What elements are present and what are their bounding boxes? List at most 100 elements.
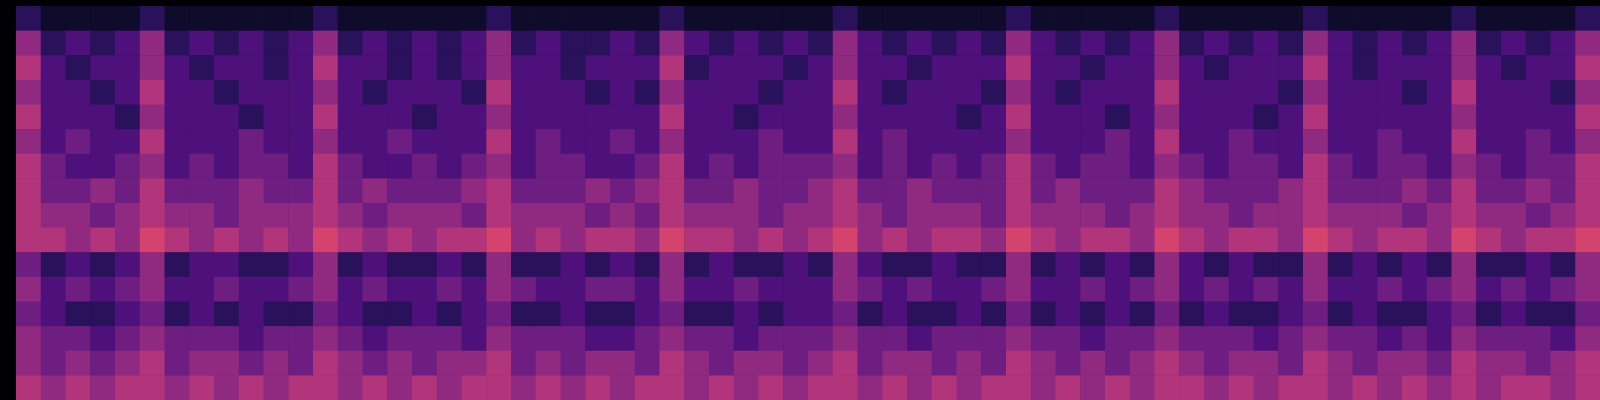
heatmap-cell <box>41 277 66 302</box>
heatmap-cell <box>16 252 41 277</box>
heatmap-cell <box>734 351 759 376</box>
heatmap-cell <box>1105 252 1130 277</box>
heatmap-cell <box>783 252 808 277</box>
heatmap-cell <box>783 129 808 154</box>
heatmap-cell <box>363 178 388 203</box>
heatmap-cell <box>115 302 140 327</box>
heatmap-cell <box>115 80 140 105</box>
heatmap-cell <box>1476 105 1501 130</box>
heatmap-cell <box>1056 228 1081 253</box>
heatmap-cell <box>858 80 883 105</box>
heatmap-cell <box>1229 252 1254 277</box>
heatmap-cell <box>140 326 165 351</box>
heatmap-cell <box>734 203 759 228</box>
heatmap-cell <box>684 178 709 203</box>
heatmap-cell <box>1476 326 1501 351</box>
heatmap-cell <box>1402 203 1427 228</box>
heatmap-cell <box>981 31 1006 56</box>
heatmap-cell <box>462 178 487 203</box>
heatmap-cell <box>90 129 115 154</box>
heatmap-cell <box>1328 375 1353 400</box>
heatmap-cell <box>437 375 462 400</box>
heatmap-cell <box>214 326 239 351</box>
heatmap-cell <box>585 228 610 253</box>
heatmap-cell <box>1229 31 1254 56</box>
heatmap-cell <box>363 252 388 277</box>
heatmap-cell <box>957 129 982 154</box>
heatmap-cell <box>264 375 289 400</box>
heatmap-cell <box>907 6 932 31</box>
heatmap-cell <box>165 31 190 56</box>
heatmap-cell <box>16 375 41 400</box>
heatmap-cell <box>1501 277 1526 302</box>
heatmap-cell <box>1204 55 1229 80</box>
heatmap-cell <box>907 203 932 228</box>
heatmap-cell <box>1031 375 1056 400</box>
heatmap-cell <box>1328 326 1353 351</box>
heatmap-cell <box>1080 277 1105 302</box>
heatmap-cell <box>561 326 586 351</box>
heatmap-cell <box>1278 6 1303 31</box>
heatmap-cell <box>1551 375 1576 400</box>
heatmap-cell <box>1204 178 1229 203</box>
heatmap-cell <box>882 228 907 253</box>
heatmap-cell <box>561 105 586 130</box>
heatmap-cell <box>288 326 313 351</box>
heatmap-cell <box>907 252 932 277</box>
heatmap-cell <box>684 228 709 253</box>
heatmap-cell <box>1476 129 1501 154</box>
heatmap-cell <box>1080 80 1105 105</box>
heatmap-cell <box>1031 31 1056 56</box>
heatmap-cell <box>1006 105 1031 130</box>
heatmap-cell <box>363 31 388 56</box>
heatmap-cell <box>313 31 338 56</box>
heatmap-cell <box>1427 129 1452 154</box>
heatmap-cell <box>437 252 462 277</box>
heatmap-cell <box>1353 6 1378 31</box>
heatmap-cell <box>313 228 338 253</box>
heatmap-cell <box>264 351 289 376</box>
heatmap-cell <box>412 129 437 154</box>
heatmap-cell <box>1353 31 1378 56</box>
heatmap-cell <box>1278 326 1303 351</box>
heatmap-cell <box>264 154 289 179</box>
heatmap-cell <box>16 178 41 203</box>
heatmap-cell <box>412 105 437 130</box>
heatmap-cell <box>1105 105 1130 130</box>
heatmap-cell <box>833 31 858 56</box>
heatmap-cell <box>1204 302 1229 327</box>
heatmap-cell <box>239 351 264 376</box>
heatmap-cell <box>1080 55 1105 80</box>
heatmap-cell <box>1377 55 1402 80</box>
heatmap-cell <box>437 154 462 179</box>
heatmap-cell <box>1179 129 1204 154</box>
heatmap-cell <box>1031 80 1056 105</box>
heatmap-cell <box>115 178 140 203</box>
heatmap-cell <box>16 154 41 179</box>
heatmap-cell <box>313 203 338 228</box>
heatmap-cell <box>1377 326 1402 351</box>
heatmap-cell <box>189 277 214 302</box>
heatmap-cell <box>833 80 858 105</box>
heatmap-cell <box>264 178 289 203</box>
heatmap-cell <box>165 178 190 203</box>
heatmap-cell <box>1229 105 1254 130</box>
heatmap-cell <box>66 80 91 105</box>
heatmap-cell <box>140 252 165 277</box>
heatmap-cell <box>437 302 462 327</box>
heatmap-cell <box>561 31 586 56</box>
heatmap-cell <box>214 302 239 327</box>
heatmap-cell <box>115 31 140 56</box>
heatmap-cell <box>1551 326 1576 351</box>
heatmap-cell <box>338 55 363 80</box>
heatmap-cell <box>1130 203 1155 228</box>
heatmap-cell <box>41 80 66 105</box>
heatmap-cell <box>165 203 190 228</box>
heatmap-cell <box>932 203 957 228</box>
heatmap-cell <box>882 375 907 400</box>
heatmap-cell <box>858 178 883 203</box>
heatmap-cell <box>90 277 115 302</box>
heatmap-cell <box>1130 375 1155 400</box>
heatmap-cell <box>239 375 264 400</box>
heatmap-cell <box>783 375 808 400</box>
